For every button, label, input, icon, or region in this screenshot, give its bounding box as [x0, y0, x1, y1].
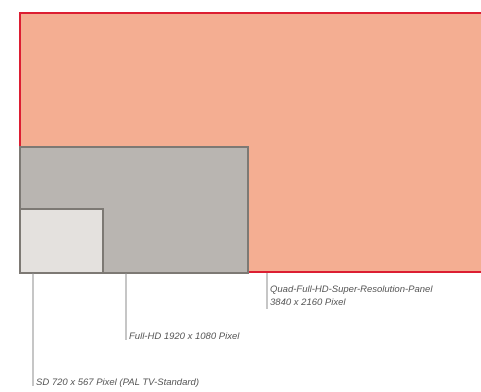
sd-rect [19, 208, 104, 274]
quad-panel-resolution-label: 3840 x 2160 Pixel [270, 297, 346, 308]
sd-label: SD 720 x 567 Pixel (PAL TV-Standard) [36, 377, 199, 388]
full-hd-label: Full-HD 1920 x 1080 Pixel [129, 331, 240, 342]
quad-panel-label: Quad-Full-HD-Super-Resolution-Panel [270, 284, 433, 295]
